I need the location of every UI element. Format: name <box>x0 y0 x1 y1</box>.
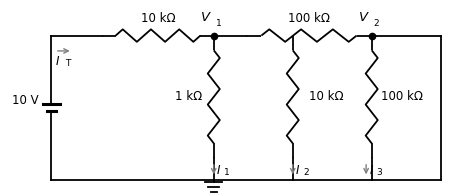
Text: 1 kΩ: 1 kΩ <box>174 90 202 103</box>
Text: 2: 2 <box>374 19 379 28</box>
Text: 1: 1 <box>224 168 230 177</box>
Text: T: T <box>65 59 71 68</box>
Text: I: I <box>56 55 59 68</box>
Text: 3: 3 <box>376 168 382 177</box>
Text: 1: 1 <box>216 19 221 28</box>
Text: 10 kΩ: 10 kΩ <box>309 90 344 103</box>
Text: 10 V: 10 V <box>12 94 39 107</box>
Text: 100 kΩ: 100 kΩ <box>288 12 330 25</box>
Text: 10 kΩ: 10 kΩ <box>141 12 175 25</box>
Text: V: V <box>201 11 210 24</box>
Text: I: I <box>369 164 373 177</box>
Text: 100 kΩ: 100 kΩ <box>381 90 423 103</box>
Text: V: V <box>359 11 368 24</box>
Text: I: I <box>296 164 300 177</box>
Text: I: I <box>217 164 220 177</box>
Text: 2: 2 <box>303 168 309 177</box>
